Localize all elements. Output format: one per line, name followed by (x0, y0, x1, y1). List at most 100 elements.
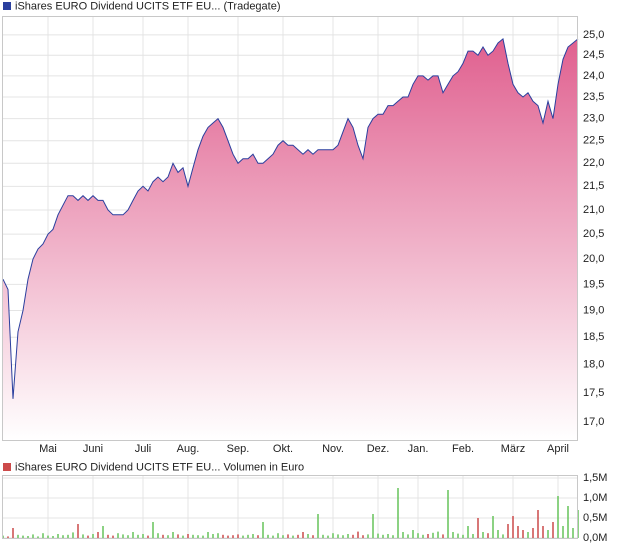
volume-bar (62, 535, 64, 538)
volume-bar (432, 532, 434, 538)
volume-bar (502, 534, 504, 538)
volume-bar (397, 488, 399, 538)
volume-bar (277, 533, 279, 538)
volume-bar (97, 532, 99, 538)
volume-bar (152, 522, 154, 538)
volume-bar (167, 535, 169, 538)
y-tick-label: 25,0 (583, 29, 604, 41)
volume-bar (117, 533, 119, 538)
chart-title: iShares EURO Dividend UCITS ETF EU... (T… (15, 0, 281, 12)
y-tick-label: 21,5 (583, 180, 604, 192)
volume-bar (552, 522, 554, 538)
volume-bar (377, 533, 379, 538)
volume-bar (412, 530, 414, 538)
volume-bar (162, 534, 164, 538)
volume-bar (287, 534, 289, 538)
volume-bar (307, 534, 309, 538)
x-tick-label: Dez. (367, 443, 390, 455)
y-tick-label: 24,5 (583, 49, 604, 61)
x-tick-label: Nov. (322, 443, 344, 455)
volume-bar (252, 534, 254, 538)
volume-bar (392, 535, 394, 538)
volume-bar (192, 534, 194, 538)
volume-bar (202, 535, 204, 538)
volume-bar (362, 535, 364, 538)
volume-bar (232, 535, 234, 538)
volume-bar (112, 535, 114, 538)
volume-bar (67, 534, 69, 538)
chart-title: iShares EURO Dividend UCITS ETF EU... Vo… (15, 461, 304, 473)
volume-bar (242, 535, 244, 538)
y-tick-label: 17,0 (583, 416, 604, 428)
volume-bar (562, 526, 564, 538)
volume-bar (22, 535, 24, 538)
y-tick-label: 0,5M (583, 512, 607, 524)
volume-bar (182, 535, 184, 538)
plot-frame (2, 16, 578, 441)
volume-bar (7, 536, 9, 538)
legend-marker (3, 463, 11, 471)
volume-bar (402, 532, 404, 538)
volume-bar (322, 534, 324, 538)
x-tick-label: Jan. (408, 443, 429, 455)
y-tick-label: 21,0 (583, 204, 604, 216)
volume-bar (437, 531, 439, 538)
volume-bar (547, 530, 549, 538)
y-tick-label: 19,0 (583, 304, 604, 316)
volume-bar (382, 534, 384, 538)
y-tick-label: 20,0 (583, 253, 604, 265)
x-tick-label: Juli (135, 443, 152, 455)
x-tick-label: Sep. (227, 443, 250, 455)
y-tick-label: 19,5 (583, 278, 604, 290)
volume-bar (207, 532, 209, 538)
volume-bar (367, 534, 369, 538)
y-tick-label: 0,0M (583, 532, 607, 544)
volume-bar (282, 535, 284, 538)
y-tick-label: 18,5 (583, 331, 604, 343)
volume-bar (257, 535, 259, 538)
area (3, 38, 578, 441)
volume-bar (227, 535, 229, 538)
volume-bar (462, 534, 464, 538)
volume-bar (507, 524, 509, 538)
volume-bar (417, 533, 419, 538)
y-tick-label: 23,0 (583, 113, 604, 125)
y-tick-label: 20,5 (583, 228, 604, 240)
volume-bar (177, 534, 179, 538)
volume-bar (567, 506, 569, 538)
volume-bar (537, 510, 539, 538)
x-tick-label: März (501, 443, 525, 455)
volume-bar (107, 534, 109, 538)
volume-bar (72, 532, 74, 538)
volume-bar (452, 532, 454, 538)
volume-bar (272, 535, 274, 538)
volume-bar (442, 534, 444, 538)
volume-bar (37, 536, 39, 538)
volume-bar (52, 536, 54, 538)
line (2, 37, 579, 399)
x-tick-label: Juni (83, 443, 103, 455)
volume-bar (87, 535, 89, 538)
volume-bar (122, 534, 124, 538)
volume-bar (292, 535, 294, 538)
volume-bar (137, 534, 139, 538)
volume-bar (467, 526, 469, 538)
volume-bar (77, 524, 79, 538)
volume-bar (337, 534, 339, 538)
volume-bar (57, 534, 59, 538)
volume-bar (222, 534, 224, 538)
volume-bar (512, 516, 514, 538)
volume-bar (487, 533, 489, 538)
volume-bar (357, 531, 359, 538)
volume-bar (92, 534, 94, 538)
x-tick-label: Aug. (177, 443, 200, 455)
volume-bar (327, 535, 329, 538)
volume-bar (527, 532, 529, 538)
y-tick-label: 24,0 (583, 70, 604, 82)
y-tick-label: 22,0 (583, 157, 604, 169)
y-tick-label: 17,5 (583, 387, 604, 399)
volume-bar (457, 533, 459, 538)
volume-bar (267, 534, 269, 538)
volume-bar (102, 526, 104, 538)
volume-bar (447, 490, 449, 538)
